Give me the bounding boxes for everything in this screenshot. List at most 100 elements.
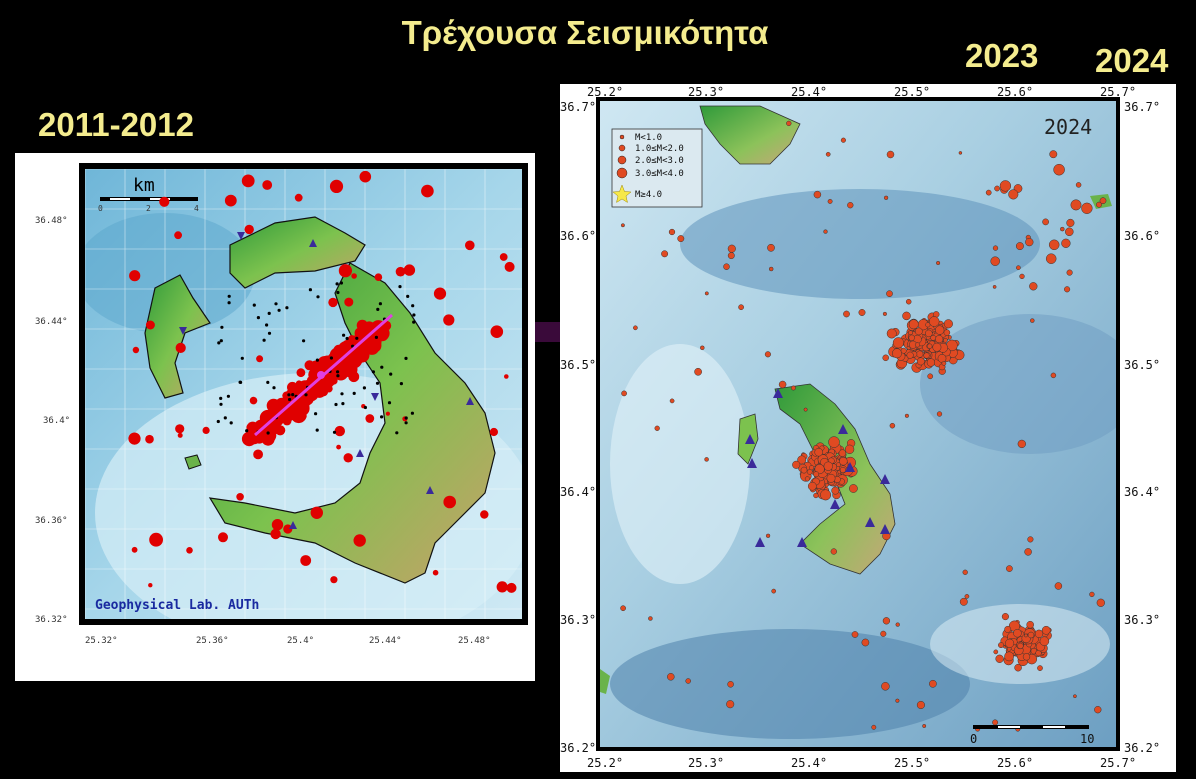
quake-marker xyxy=(935,335,944,344)
aspronisi-island xyxy=(184,454,202,470)
microquake-marker xyxy=(404,356,408,360)
seismic-station-icon xyxy=(880,474,890,484)
right-scalebar-tick-0: 0 xyxy=(970,732,977,746)
quake-marker xyxy=(858,309,866,316)
quake-marker xyxy=(803,407,808,412)
quake-marker xyxy=(1066,218,1075,227)
quake-marker xyxy=(700,345,705,351)
quake-marker xyxy=(727,681,734,688)
quake-marker xyxy=(1075,182,1082,188)
microquake-marker xyxy=(227,294,231,298)
quake-marker xyxy=(309,372,319,382)
thirasia-island xyxy=(144,274,211,399)
microquake-marker xyxy=(345,336,349,341)
legend-star-icon xyxy=(612,184,632,204)
microquake-marker xyxy=(339,281,343,285)
quake-marker xyxy=(880,630,887,637)
right-map-svg: M<1.0 1.0≤M<2.0 2.0≤M<3.0 3.0≤M<4.0 M≥4.… xyxy=(560,85,1160,770)
legend-label-m-1-2: 1.0≤M<2.0 xyxy=(635,144,684,154)
quake-marker xyxy=(145,320,155,330)
quake-marker xyxy=(432,569,439,576)
quake-marker xyxy=(902,311,911,321)
quake-marker xyxy=(990,256,1000,266)
left-lat-tick-36-3: 36.3° xyxy=(560,613,596,627)
right-scalebar: 0 10 xyxy=(970,725,1094,746)
quake-marker xyxy=(926,358,936,367)
quake-marker xyxy=(905,298,912,305)
quake-marker xyxy=(771,588,777,594)
quake-marker xyxy=(443,314,455,326)
quake-marker xyxy=(336,444,341,450)
microquake-marker xyxy=(340,392,344,396)
microquake-marker xyxy=(287,393,291,397)
quake-marker xyxy=(1096,201,1102,208)
quake-marker xyxy=(908,330,913,336)
quake-marker xyxy=(927,343,933,349)
quake-marker xyxy=(1045,253,1057,264)
microquake-marker xyxy=(315,358,319,362)
quake-marker xyxy=(993,649,999,655)
right-lat-tick-36-6: 36.6° xyxy=(1124,229,1160,243)
quake-marker xyxy=(727,252,735,260)
microquake-marker xyxy=(266,380,270,384)
quake-marker xyxy=(914,342,921,348)
microquake-marker xyxy=(376,307,380,311)
quake-marker xyxy=(365,414,375,423)
seismic-station-icon xyxy=(356,449,364,457)
microquake-marker xyxy=(380,365,384,369)
top-lon-tick-25-6: 25.6° xyxy=(997,85,1033,99)
left-map-panel: km 0 2 4 Geophysical Lab. AUTh 25.32° 25… xyxy=(15,153,535,681)
lat-tick-36-32: 36.32° xyxy=(35,615,68,625)
microquake-marker xyxy=(240,356,244,360)
lat-tick-36-36: 36.36° xyxy=(35,516,68,526)
right-map-year-label: 2024 xyxy=(1044,115,1092,139)
quake-marker xyxy=(881,682,890,691)
quake-marker xyxy=(329,179,344,193)
quake-marker xyxy=(287,381,298,393)
seismic-station-icon xyxy=(865,517,875,527)
quake-marker xyxy=(667,673,675,681)
left-lat-tick-36-5: 36.5° xyxy=(560,358,596,372)
quake-marker xyxy=(964,594,970,599)
seismic-station-icon xyxy=(880,524,890,534)
quake-marker xyxy=(930,334,937,341)
quake-marker xyxy=(256,355,264,363)
quake-marker xyxy=(1034,629,1044,638)
legend-label-m-2-3: 2.0≤M<3.0 xyxy=(635,156,684,166)
quake-marker xyxy=(807,481,817,491)
quake-marker xyxy=(820,489,832,501)
bottom-lon-tick-25-4: 25.4° xyxy=(791,756,827,770)
microquake-marker xyxy=(398,285,402,289)
quake-marker xyxy=(813,492,819,499)
quake-marker xyxy=(1066,269,1073,276)
seismic-station-icon xyxy=(237,232,245,240)
quake-marker xyxy=(723,263,730,270)
left-map-credit: Geophysical Lab. AUTh xyxy=(95,598,259,613)
quake-marker xyxy=(1017,642,1024,650)
microquake-marker xyxy=(355,336,359,340)
microquake-marker xyxy=(404,416,408,420)
microquake-marker xyxy=(352,391,356,395)
quake-marker xyxy=(916,350,924,358)
microquake-marker xyxy=(256,316,260,320)
seismic-station-icon xyxy=(755,537,765,547)
microquake-marker xyxy=(267,311,271,315)
quake-marker xyxy=(301,413,307,419)
quake-marker xyxy=(892,348,902,359)
quake-marker xyxy=(343,453,353,463)
quake-marker xyxy=(941,361,947,366)
top-lon-tick-25-4: 25.4° xyxy=(791,85,827,99)
quake-marker xyxy=(851,631,859,638)
microquake-marker xyxy=(335,282,339,286)
quake-marker xyxy=(932,342,942,352)
quake-marker xyxy=(809,465,815,471)
connector-bar xyxy=(535,322,561,342)
microquake-marker xyxy=(380,415,384,419)
quake-marker xyxy=(241,174,255,188)
microquake-marker xyxy=(371,370,375,374)
quake-marker xyxy=(943,329,951,336)
quake-marker xyxy=(908,319,919,330)
quake-marker xyxy=(1017,439,1026,449)
quake-marker xyxy=(1014,663,1022,672)
legend-marker-m-2-3 xyxy=(617,155,627,165)
